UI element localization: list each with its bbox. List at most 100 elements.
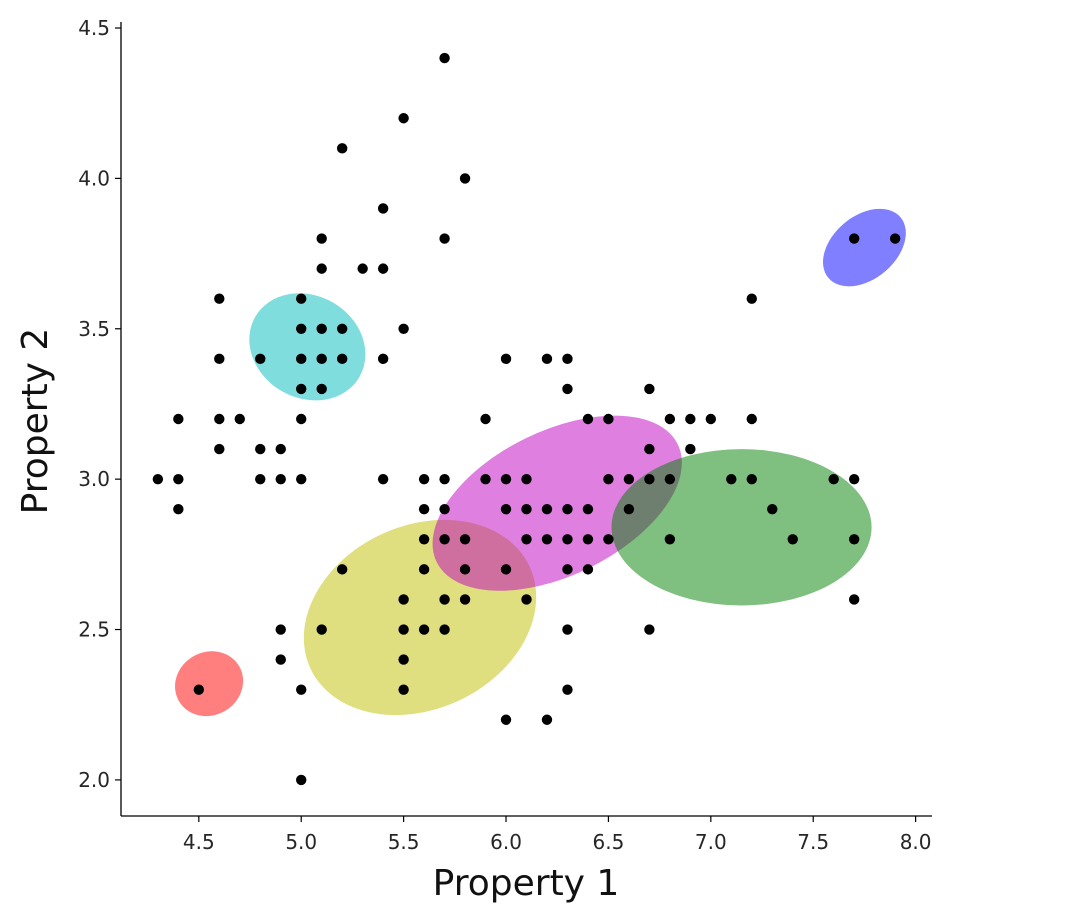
data-point xyxy=(377,353,389,365)
data-point xyxy=(418,504,430,515)
data-point xyxy=(459,564,471,575)
data-points xyxy=(152,52,901,786)
data-point xyxy=(459,173,471,184)
data-point xyxy=(521,594,532,605)
data-point xyxy=(255,353,266,365)
y-tick-label: 2.5 xyxy=(78,618,110,642)
data-point xyxy=(603,473,614,485)
data-point xyxy=(480,413,491,425)
data-point xyxy=(562,353,573,365)
data-point xyxy=(705,413,717,425)
data-point xyxy=(193,684,205,695)
data-point xyxy=(418,564,430,575)
data-point xyxy=(336,564,348,575)
data-point xyxy=(848,473,860,485)
data-point xyxy=(644,383,655,395)
data-point xyxy=(664,534,676,545)
data-point xyxy=(214,413,225,425)
x-axis-label: Property 1 xyxy=(433,863,620,904)
data-point xyxy=(418,534,430,545)
data-point xyxy=(336,323,348,334)
data-point xyxy=(296,383,307,395)
data-point xyxy=(439,594,450,605)
x-tick-label: 4.5 xyxy=(183,830,215,854)
data-point xyxy=(439,504,450,515)
data-point xyxy=(541,353,553,365)
data-point xyxy=(377,263,389,274)
cluster-ellipse-6 xyxy=(823,208,906,287)
data-point xyxy=(521,473,532,485)
data-point xyxy=(234,413,245,425)
data-point xyxy=(173,413,184,425)
data-point xyxy=(480,473,491,485)
data-point xyxy=(664,473,676,485)
data-point xyxy=(562,383,573,395)
data-point xyxy=(296,323,307,334)
data-point xyxy=(623,504,635,515)
data-point xyxy=(541,714,553,725)
data-point xyxy=(255,473,266,485)
data-point xyxy=(848,233,860,244)
data-point xyxy=(398,323,409,334)
data-point xyxy=(500,564,512,575)
data-point xyxy=(173,473,184,485)
data-point xyxy=(623,473,635,485)
data-point xyxy=(562,624,573,635)
data-point xyxy=(582,413,594,425)
data-point xyxy=(336,143,348,154)
data-point xyxy=(296,353,307,365)
data-point xyxy=(439,233,450,244)
data-point xyxy=(255,443,266,455)
data-point xyxy=(500,353,512,365)
data-point xyxy=(562,534,573,545)
y-tick-label: 2.0 xyxy=(78,768,110,792)
data-point xyxy=(336,353,348,365)
data-point xyxy=(418,624,430,635)
data-point xyxy=(746,473,757,485)
data-point xyxy=(500,473,512,485)
data-point xyxy=(459,594,471,605)
data-point xyxy=(459,534,471,545)
data-point xyxy=(521,504,532,515)
data-point xyxy=(562,684,573,695)
data-point xyxy=(296,293,307,304)
data-point xyxy=(398,624,409,635)
data-point xyxy=(562,564,573,575)
data-point xyxy=(541,504,553,515)
x-tick-label: 5.0 xyxy=(285,830,317,854)
data-point xyxy=(439,624,450,635)
data-point xyxy=(316,263,327,274)
x-tick-label: 7.0 xyxy=(695,830,727,854)
data-point xyxy=(500,714,512,725)
data-point xyxy=(767,504,778,515)
y-axis-label: Property 2 xyxy=(15,328,56,515)
y-tick-label: 4.0 xyxy=(78,166,110,190)
data-point xyxy=(848,594,860,605)
data-point xyxy=(582,504,594,515)
data-point xyxy=(439,473,450,485)
x-axis-ticks: 4.5 5.0 5.5 6.0 6.5 7.0 7.5 8.0 xyxy=(183,816,932,854)
data-point xyxy=(726,473,737,485)
data-point xyxy=(214,443,225,455)
data-point xyxy=(296,413,307,425)
data-point xyxy=(603,413,614,425)
data-point xyxy=(152,473,164,485)
data-point xyxy=(439,52,450,64)
data-point xyxy=(500,504,512,515)
data-point xyxy=(746,413,757,425)
data-point xyxy=(685,413,696,425)
data-point xyxy=(562,504,573,515)
data-point xyxy=(685,443,696,455)
data-point xyxy=(377,203,389,214)
data-point xyxy=(582,534,594,545)
data-point xyxy=(316,323,327,334)
data-point xyxy=(398,594,409,605)
data-point xyxy=(746,293,757,304)
data-point xyxy=(418,473,430,485)
cluster-ellipse-2 xyxy=(175,651,244,717)
data-point xyxy=(398,654,409,665)
data-point xyxy=(316,383,327,395)
data-point xyxy=(521,534,532,545)
data-point xyxy=(787,534,798,545)
y-tick-label: 3.5 xyxy=(78,317,110,341)
